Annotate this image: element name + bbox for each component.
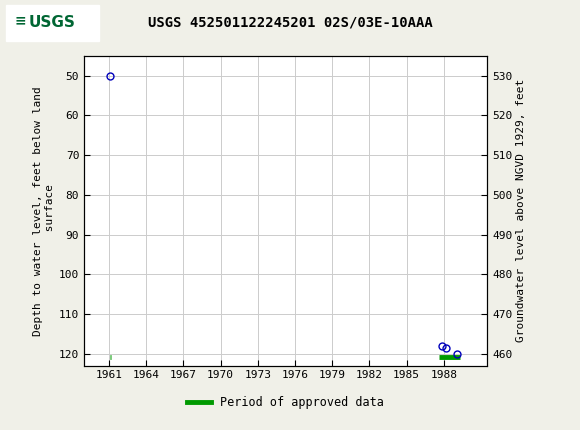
Text: USGS 452501122245201 02S/03E-10AAA: USGS 452501122245201 02S/03E-10AAA (148, 15, 432, 29)
FancyBboxPatch shape (6, 4, 99, 41)
Y-axis label: Groundwater level above NGVD 1929, feet: Groundwater level above NGVD 1929, feet (516, 79, 527, 342)
Legend: Period of approved data: Period of approved data (183, 391, 389, 414)
Text: USGS: USGS (29, 15, 75, 30)
Text: ≡: ≡ (14, 13, 26, 28)
Y-axis label: Depth to water level, feet below land
 surface: Depth to water level, feet below land su… (33, 86, 55, 335)
